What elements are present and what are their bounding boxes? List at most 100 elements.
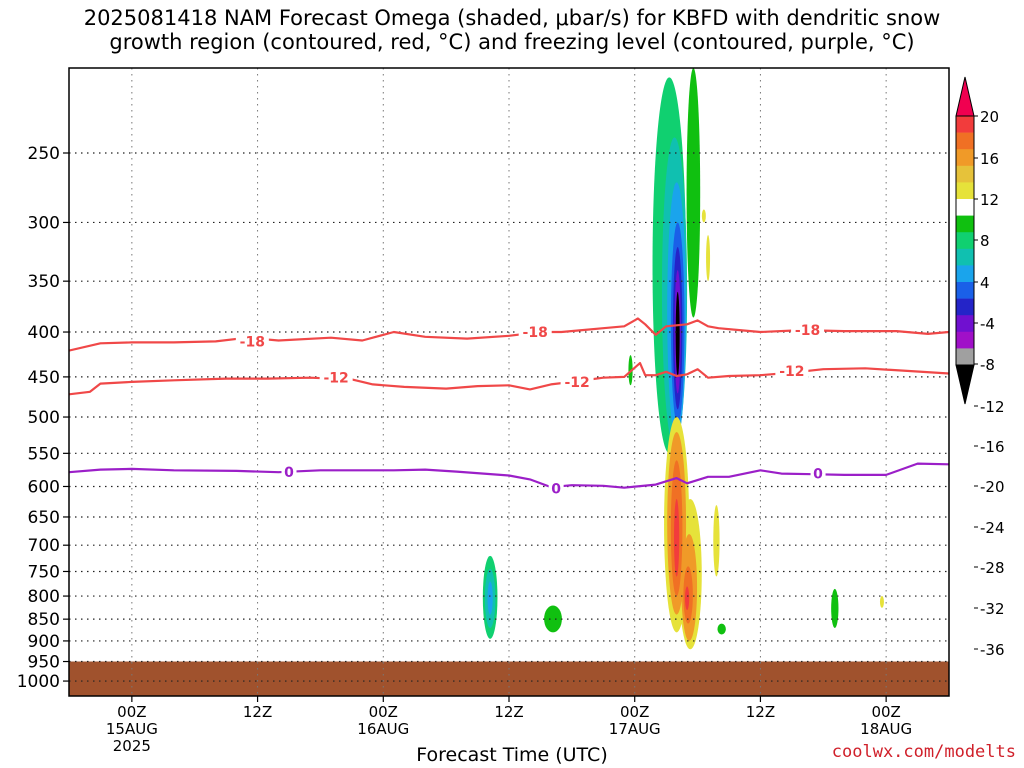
x-tick-label-6-0: 00Z <box>117 703 146 721</box>
colorbar-segment-6 <box>956 199 974 216</box>
y-tick-label-700: 700 <box>28 536 60 556</box>
y-tick-label-500: 500 <box>28 408 60 428</box>
x-tick-label-18-0: 12Z <box>243 703 272 721</box>
colorbar-segment-8 <box>956 232 974 250</box>
contour-label-1-1: -12 <box>564 375 589 391</box>
contour-label-2-0: 0 <box>284 465 294 481</box>
x-tick-label-78-0: 00Z <box>871 703 900 721</box>
omega-cell-14 <box>674 498 680 577</box>
colorbar-label-1: 16 <box>980 150 999 168</box>
colorbar-segment-14 <box>956 331 974 349</box>
colorbar-segment-2 <box>956 132 974 150</box>
contour-label-1-0: -12 <box>323 371 348 387</box>
colorbar-segment-7 <box>956 215 974 233</box>
x-tick-label-6-1: 15AUG <box>106 720 158 738</box>
y-tick-label-800: 800 <box>28 587 60 607</box>
colorbar-top-arrow <box>955 76 975 117</box>
plot-frame <box>68 67 950 697</box>
colorbar-label-2: 12 <box>980 191 999 209</box>
colorbar-label-4: 4 <box>980 274 990 292</box>
contour-label-bg-1-1 <box>560 372 594 391</box>
y-tick-label-400: 400 <box>28 323 60 343</box>
y-tick-label-1000: 1000 <box>17 672 60 692</box>
chart-title: 2025081418 NAM Forecast Omega (shaded, μ… <box>0 6 1024 54</box>
omega-colorbar: 20 16 12 8 4 -4 -8 -12 -16 -20 -24 -28 -32 -36 <box>955 76 1005 659</box>
contour-label-bg-1-2 <box>775 361 809 380</box>
x-tick-label-6-2: 2025 <box>113 737 151 755</box>
omega-cell-18 <box>701 209 706 223</box>
colorbar-label-10: -24 <box>980 519 1005 537</box>
y-tick-label-950: 950 <box>28 653 60 673</box>
x-tick-label-30-0: 00Z <box>369 703 398 721</box>
x-tick-label-54-1: 17AUG <box>609 720 661 738</box>
colorbar-label-8: -16 <box>980 438 1005 456</box>
x-tick-label-54-0: 00Z <box>620 703 649 721</box>
omega-cell-15 <box>685 586 690 611</box>
pressure-axis: 2503003504004505005506006507007508008509… <box>17 144 69 692</box>
omega-cell-0 <box>686 68 701 318</box>
y-tick-label-250: 250 <box>28 144 60 164</box>
y-tick-label-850: 850 <box>28 610 60 630</box>
omega-cell-17 <box>706 234 711 282</box>
y-tick-label-750: 750 <box>28 562 60 582</box>
colorbar-segment-10 <box>956 265 974 283</box>
contour-line-1 <box>69 362 949 396</box>
omega-cell-26 <box>879 596 884 608</box>
grid-lines <box>69 68 949 696</box>
colorbar-label-3: 8 <box>980 232 990 250</box>
contour-label-bg-2-0 <box>281 463 297 482</box>
contour-label-0-0: -18 <box>240 334 265 350</box>
contour-label-bg-0-1 <box>518 323 552 342</box>
x-axis-label: Forecast Time (UTC) <box>416 744 608 766</box>
terrain-block <box>69 661 949 696</box>
x-tick-label-66-0: 12Z <box>746 703 775 721</box>
colorbar-segment-1 <box>956 116 974 133</box>
terrain-fill <box>69 661 949 696</box>
contour-label-2-2: 0 <box>813 467 823 483</box>
omega-cell-21 <box>487 581 493 615</box>
colorbar-bottom-arrow <box>955 364 975 405</box>
colorbar-label-12: -32 <box>980 600 1005 618</box>
omega-cell-22 <box>544 605 562 633</box>
contour-label-0-1: -18 <box>523 325 548 341</box>
credit-text: coolwx.com/modelts <box>831 742 1016 762</box>
contour-label-bg-1-0 <box>319 368 353 387</box>
contour-label-bg-2-1 <box>548 479 564 498</box>
temperature-contours: -18 -18 -18 -12 -12 -12 0 0 0 <box>69 317 949 498</box>
colorbar-segment-15 <box>956 348 974 366</box>
omega-cell-24 <box>717 623 726 635</box>
x-tick-label-42-0: 12Z <box>494 703 523 721</box>
colorbar-label-0: 20 <box>980 108 999 126</box>
contour-label-bg-0-0 <box>235 332 269 351</box>
contour-label-bg-2-2 <box>810 464 826 483</box>
colorbar-segment-4 <box>956 165 974 183</box>
colorbar-label-5: -4 <box>980 315 995 333</box>
y-tick-label-600: 600 <box>28 477 60 497</box>
chart-title-line-1: 2025081418 NAM Forecast Omega (shaded, μ… <box>83 6 941 30</box>
omega-shading <box>482 68 884 650</box>
y-tick-label-650: 650 <box>28 508 60 528</box>
y-tick-label-900: 900 <box>28 632 60 652</box>
contour-label-1-2: -12 <box>779 364 804 380</box>
contour-label-2-1: 0 <box>551 481 561 497</box>
y-tick-label-450: 450 <box>28 368 60 388</box>
y-tick-label-350: 350 <box>28 272 60 292</box>
x-tick-label-78-1: 18AUG <box>860 720 912 738</box>
contour-label-0-2: -18 <box>795 323 820 339</box>
omega-cell-25 <box>831 588 839 629</box>
colorbar-segment-13 <box>956 315 974 333</box>
colorbar-label-7: -12 <box>980 398 1005 416</box>
colorbar-segment-5 <box>956 182 974 200</box>
chart-title-line-2: growth region (contoured, red, °C) and f… <box>109 30 915 54</box>
colorbar-segment-3 <box>956 149 974 167</box>
colorbar-label-9: -20 <box>980 478 1005 496</box>
contour-label-bg-0-2 <box>791 321 825 340</box>
omega-cell-7 <box>675 291 680 377</box>
colorbar-segment-12 <box>956 298 974 316</box>
y-tick-label-300: 300 <box>28 213 60 233</box>
colorbar-label-6: -8 <box>980 356 995 374</box>
omega-cell-16 <box>713 505 720 577</box>
colorbar-label-11: -28 <box>980 559 1005 577</box>
